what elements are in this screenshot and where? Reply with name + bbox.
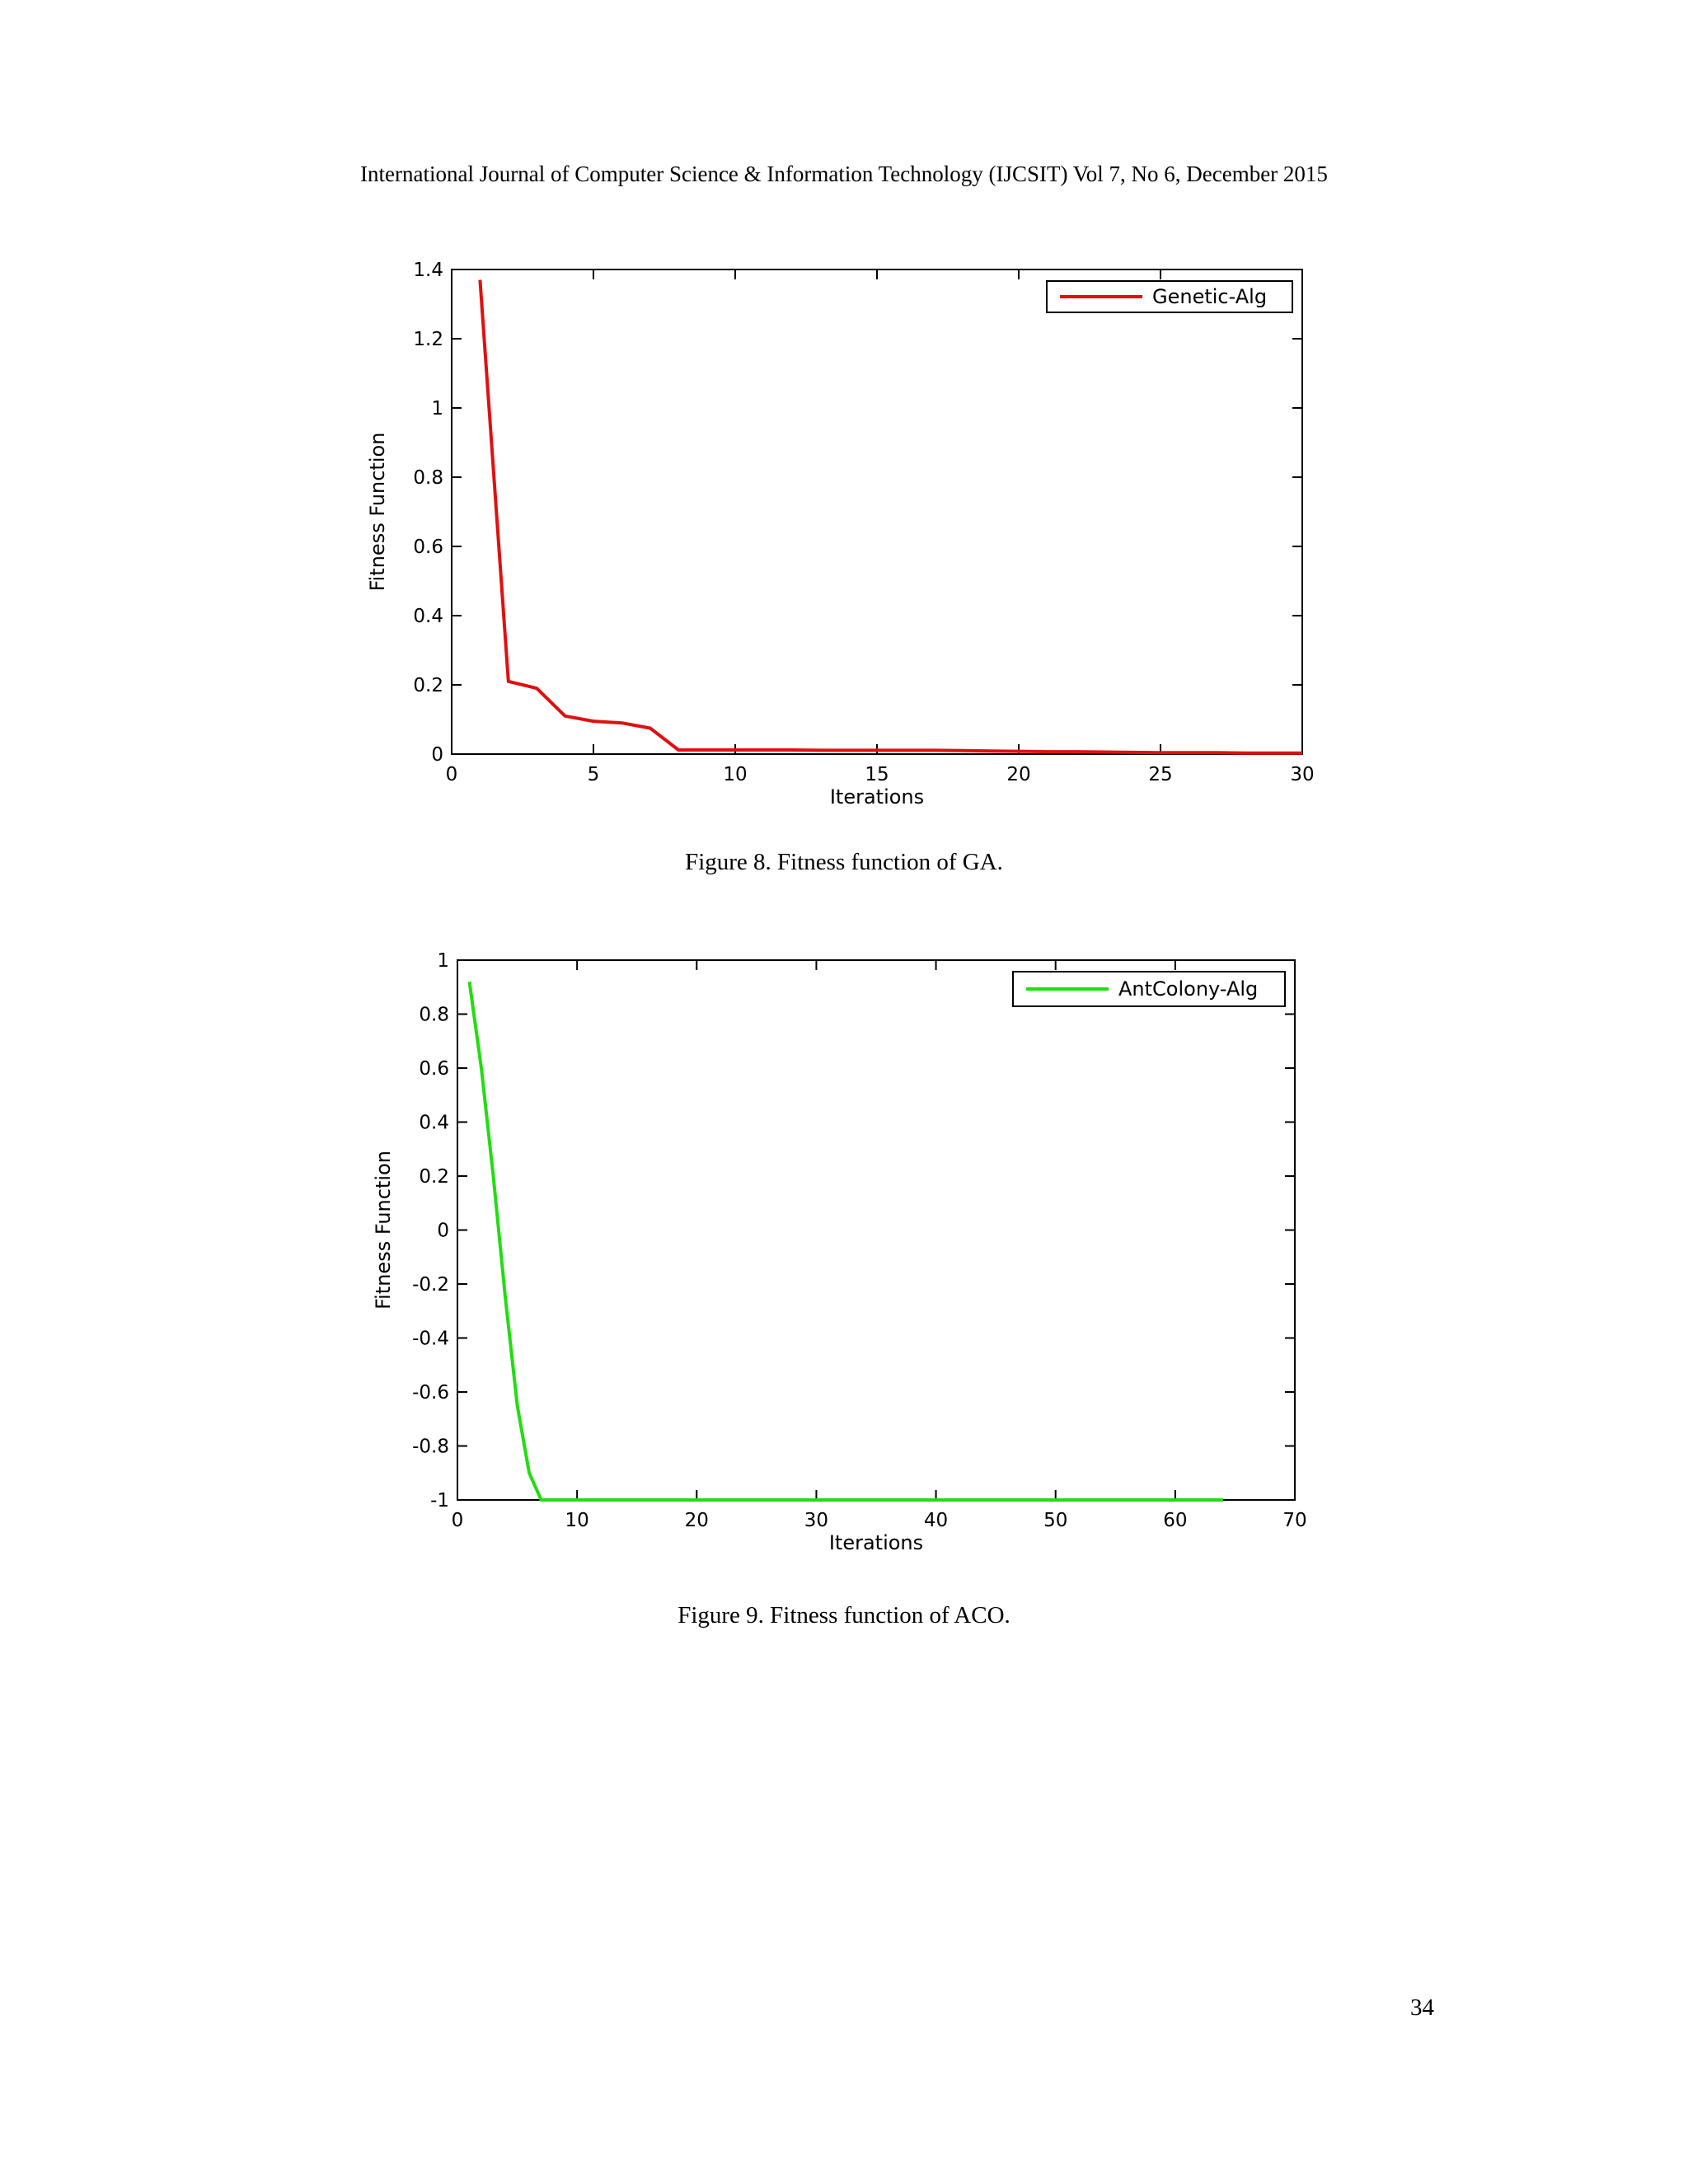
- y-tick-label: 0: [431, 744, 443, 766]
- x-axis-label: Iterations: [830, 785, 924, 808]
- y-tick-label: 0.6: [413, 537, 443, 558]
- x-tick-label: 70: [1282, 1510, 1306, 1531]
- x-axis-label: Iterations: [829, 1531, 923, 1554]
- y-tick-label: -0.6: [412, 1382, 449, 1404]
- y-axis-label: Fitness Function: [372, 1151, 395, 1310]
- y-tick-label: 1: [431, 398, 443, 419]
- series-line: [478, 279, 1302, 755]
- y-tick-label: 0.4: [419, 1113, 449, 1134]
- x-tick-label: 30: [1290, 764, 1314, 785]
- legend-box: [1012, 971, 1286, 1007]
- y-tick-label: 1.2: [413, 329, 443, 350]
- y-tick-label: -0.2: [412, 1274, 449, 1296]
- y-axis-label: Fitness Function: [366, 433, 389, 592]
- y-tick-label: 0: [437, 1221, 449, 1242]
- series-line: [467, 981, 1223, 1502]
- figure-9-caption: Figure 9. Fitness function of ACO.: [678, 1602, 1010, 1629]
- ga-fitness-plot: 0 5 10 15 20 25 30 0 0.2 0.4 0.6 0.8 1 1.2 1.4 Iteratio…: [366, 260, 1315, 808]
- figure-9-chart: 0 10 20 30 40 50 60 70 -1 -0.8 -0.6 -0.4 -0.2 0 0.2 0.4…: [0, 940, 1688, 1566]
- figure-8-chart: 0 5 10 15 20 25 30 0 0.2 0.4 0.6 0.8 1 1.2 1.4 Iteratio…: [0, 247, 1688, 824]
- y-tick-label: 0.2: [419, 1166, 449, 1188]
- legend-label: AntColony-Alg: [1118, 977, 1258, 1001]
- y-tick-label: 0.8: [419, 1005, 449, 1026]
- x-tick-label: 10: [723, 764, 747, 785]
- x-tick-label: 20: [685, 1510, 709, 1531]
- plot-frame: [451, 269, 1303, 755]
- x-tick-label: 0: [446, 764, 458, 785]
- y-tick-label: -0.4: [412, 1329, 449, 1350]
- y-tick-label: 0.2: [413, 675, 443, 696]
- x-tick-label: 30: [804, 1510, 828, 1531]
- y-tick-label: 0.6: [419, 1058, 449, 1080]
- y-tick-label: -1: [430, 1490, 449, 1511]
- x-tick-label: 15: [865, 764, 889, 785]
- page-number: 34: [1410, 1994, 1434, 2021]
- x-tick-label: 50: [1043, 1510, 1067, 1531]
- plot-frame: [457, 959, 1296, 1501]
- x-tick-label: 40: [924, 1510, 948, 1531]
- x-tick-label: 25: [1148, 764, 1172, 785]
- y-tick-label: 0.4: [413, 606, 443, 627]
- y-tick-label: -0.8: [412, 1436, 449, 1458]
- x-tick-label: 20: [1006, 764, 1030, 785]
- figure-8-caption: Figure 8. Fitness function of GA.: [685, 849, 1003, 875]
- x-tick-label: 5: [588, 764, 600, 785]
- journal-header: International Journal of Computer Scienc…: [360, 162, 1328, 186]
- x-tick-label: 10: [565, 1510, 589, 1531]
- x-tick-label: 60: [1163, 1510, 1187, 1531]
- x-tick-label: 0: [452, 1510, 464, 1531]
- y-tick-label: 1: [437, 950, 449, 972]
- legend-label: Genetic-Alg: [1152, 285, 1267, 308]
- aco-fitness-plot: 0 10 20 30 40 50 60 70 -1 -0.8 -0.6 -0.4 -0.2 0 0.2 0.4…: [372, 950, 1307, 1554]
- y-tick-label: 0.8: [413, 467, 443, 489]
- y-tick-label: 1.4: [413, 260, 443, 281]
